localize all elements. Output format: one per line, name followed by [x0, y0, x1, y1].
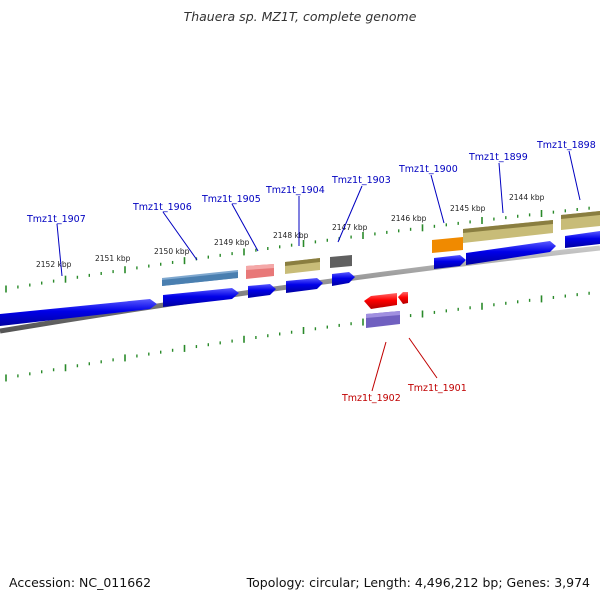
gene-label[interactable]: Tmz1t_1906: [132, 202, 192, 213]
gene-label[interactable]: Tmz1t_1907: [26, 214, 86, 225]
tick-labels: 2152 kbp 2151 kbp 2150 kbp 2149 kbp 2148…: [36, 193, 545, 269]
leader-line: [56, 223, 63, 277]
leader-line: [371, 341, 387, 392]
tick-label: 2149 kbp: [214, 238, 250, 247]
feature-block[interactable]: [561, 211, 600, 219]
label-leader-lines: [56, 150, 581, 277]
cds-arrow-forward[interactable]: [332, 272, 355, 286]
gene-label[interactable]: Tmz1t_1904: [265, 185, 325, 196]
gene-label[interactable]: Tmz1t_1899: [468, 152, 528, 163]
cds-arrow-forward[interactable]: [163, 288, 239, 307]
gene-label[interactable]: Tmz1t_1903: [331, 175, 391, 186]
leader-line: [337, 185, 363, 243]
tick-label: 2148 kbp: [273, 231, 309, 240]
tick-label: 2147 kbp: [332, 223, 368, 232]
feature-ring-outer: [162, 211, 600, 286]
cds-arrow-forward[interactable]: [565, 231, 600, 248]
leader-line: [231, 203, 259, 252]
leader-line: [430, 174, 445, 224]
tick-label: 2150 kbp: [154, 247, 190, 256]
tick-label: 2144 kbp: [509, 193, 545, 202]
gene-labels-forward: Tmz1t_1907 Tmz1t_1906 Tmz1t_1905 Tmz1t_1…: [26, 140, 596, 225]
cds-arrow-forward[interactable]: [0, 299, 157, 326]
cds-arrow-forward[interactable]: [286, 278, 323, 293]
cds-arrow-forward[interactable]: [434, 255, 466, 269]
tick-label: 2146 kbp: [391, 214, 427, 223]
gene-label[interactable]: Tmz1t_1900: [398, 164, 458, 175]
feature-block[interactable]: [246, 264, 274, 270]
feature-block[interactable]: [366, 311, 400, 318]
leader-line: [162, 211, 198, 261]
gene-labels-reverse: Tmz1t_1902 Tmz1t_1901: [341, 383, 467, 404]
cds-arrow-reverse[interactable]: [364, 293, 397, 309]
leader-line: [568, 150, 581, 201]
feature-block[interactable]: [432, 237, 463, 253]
feature-block[interactable]: [330, 255, 352, 268]
topology-text: Topology: circular; Length: 4,496,212 bp…: [246, 575, 590, 590]
map-title: Thauera sp. MZ1T, complete genome: [183, 9, 417, 24]
leader-line: [498, 162, 504, 214]
label-leader-lines-reverse: [371, 337, 438, 392]
feature-block[interactable]: [162, 272, 238, 286]
feature-block[interactable]: [285, 258, 320, 266]
leader-line: [408, 337, 438, 379]
cds-arrow-forward[interactable]: [466, 241, 556, 265]
gene-label[interactable]: Tmz1t_1902: [341, 393, 401, 404]
gene-label[interactable]: Tmz1t_1898: [536, 140, 596, 151]
cds-forward-track: [0, 231, 600, 326]
cds-reverse-track: [364, 292, 408, 328]
feature-block[interactable]: [463, 220, 553, 233]
tick-label: 2152 kbp: [36, 260, 72, 269]
cds-arrow-reverse[interactable]: [398, 292, 408, 304]
gene-label[interactable]: Tmz1t_1905: [201, 194, 261, 205]
gene-label[interactable]: Tmz1t_1901: [407, 383, 467, 394]
tick-row-upper: [5, 206, 590, 293]
tick-label: 2151 kbp: [95, 254, 131, 263]
accession-text: Accession: NC_011662: [9, 575, 152, 590]
tick-label: 2145 kbp: [450, 204, 486, 213]
cds-arrow-forward[interactable]: [248, 284, 276, 298]
